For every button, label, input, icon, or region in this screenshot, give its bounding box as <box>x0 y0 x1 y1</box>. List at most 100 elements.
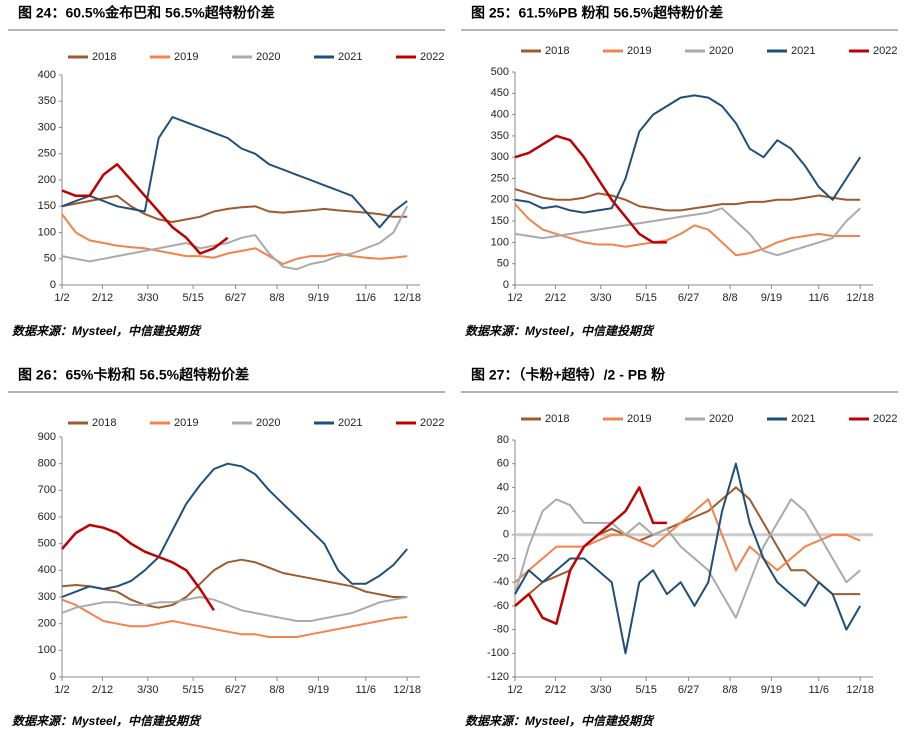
y-tick-label: 200 <box>38 174 56 186</box>
series-line <box>61 598 408 638</box>
y-tick-label: 200 <box>38 618 56 630</box>
legend-label: 2022 <box>420 417 444 429</box>
x-tick-label: 8/8 <box>722 684 737 696</box>
x-tick-label: 3/30 <box>590 684 611 696</box>
y-tick-label: 300 <box>491 151 509 163</box>
y-tick-label: 0 <box>50 671 56 683</box>
legend-label: 2019 <box>627 45 651 57</box>
chart-title: 图 25：61.5%PB 粉和 56.5%超特粉价差 <box>471 5 723 21</box>
x-tick-label: 3/30 <box>137 292 158 304</box>
y-tick-label: -60 <box>493 600 509 612</box>
y-tick-label: 400 <box>38 564 56 576</box>
legend-label: 2020 <box>709 413 733 425</box>
chart-panel: 图 26：65%卡粉和 56.5%超特粉价差数据来源：Mysteel，中信建投期… <box>8 367 445 728</box>
legend-label: 2021 <box>338 417 362 429</box>
y-tick-label: 350 <box>491 130 509 142</box>
x-tick-label: 12/18 <box>846 292 874 304</box>
legend-label: 2021 <box>791 45 815 57</box>
chart-panel: 图 27：（卡粉+超特）/2 - PB 粉数据来源：Mysteel，中信建投期货… <box>461 367 898 728</box>
x-tick-label: 9/19 <box>761 684 782 696</box>
x-tick-label: 5/15 <box>635 292 656 304</box>
y-tick-label: -80 <box>493 624 509 636</box>
legend-label: 2020 <box>256 51 280 63</box>
y-tick-label: 40 <box>497 481 509 493</box>
chart-title: 图 27：（卡粉+超特）/2 - PB 粉 <box>471 367 665 383</box>
y-tick-label: 60 <box>497 458 509 470</box>
x-tick-label: 9/19 <box>761 292 782 304</box>
y-tick-label: 150 <box>38 200 56 212</box>
legend-label: 2019 <box>174 51 198 63</box>
x-tick-label: 2/12 <box>92 684 113 696</box>
x-tick-label: 3/30 <box>137 684 158 696</box>
x-tick-label: 8/8 <box>722 292 737 304</box>
x-tick-label: 9/19 <box>308 292 329 304</box>
y-tick-label: 700 <box>38 484 56 496</box>
y-tick-label: 80 <box>497 434 509 446</box>
x-tick-label: 3/30 <box>590 292 611 304</box>
series-line <box>514 462 862 655</box>
y-tick-label: 20 <box>497 505 509 517</box>
y-tick-label: 500 <box>38 538 56 550</box>
y-tick-label: 350 <box>38 95 56 107</box>
y-tick-label: 900 <box>38 431 56 443</box>
x-tick-label: 11/6 <box>808 292 829 304</box>
y-tick-label: 150 <box>491 215 509 227</box>
source-note: 数据来源：Mysteel，中信建投期货 <box>12 324 202 338</box>
y-tick-label: 200 <box>491 194 509 206</box>
series-line <box>61 205 409 271</box>
x-tick-label: 5/15 <box>182 684 203 696</box>
y-tick-label: 250 <box>491 172 509 184</box>
series-line <box>61 194 408 223</box>
y-tick-label: 400 <box>491 109 509 121</box>
y-tick-label: 0 <box>503 279 509 291</box>
y-tick-label: 300 <box>38 591 56 603</box>
x-tick-label: 1/2 <box>54 292 69 304</box>
y-tick-label: 600 <box>38 511 56 523</box>
x-tick-label: 12/18 <box>393 292 421 304</box>
source-note: 数据来源：Mysteel，中信建投期货 <box>465 324 655 338</box>
x-tick-label: 5/15 <box>182 292 203 304</box>
x-tick-label: 2/12 <box>545 292 566 304</box>
series-line <box>514 207 861 257</box>
series-line <box>61 596 408 622</box>
y-tick-label: 100 <box>38 226 56 238</box>
y-tick-label: 0 <box>50 279 56 291</box>
chart-title: 图 26：65%卡粉和 56.5%超特粉价差 <box>18 367 249 383</box>
x-tick-label: 2/12 <box>92 292 113 304</box>
series-line <box>514 498 861 619</box>
series-line <box>61 558 408 609</box>
legend-label: 2018 <box>92 417 116 429</box>
y-tick-label: -40 <box>493 576 509 588</box>
series-line <box>514 134 667 244</box>
x-tick-label: 9/19 <box>308 684 329 696</box>
series-line <box>514 498 861 583</box>
legend-label: 2021 <box>791 413 815 425</box>
y-tick-label: 100 <box>38 644 56 656</box>
legend-label: 2018 <box>545 413 569 425</box>
series-line <box>61 523 215 611</box>
x-tick-label: 6/27 <box>225 684 246 696</box>
source-note: 数据来源：Mysteel，中信建投期货 <box>465 714 655 728</box>
y-tick-label: 300 <box>38 121 56 133</box>
x-tick-label: 2/12 <box>545 684 566 696</box>
source-note: 数据来源：Mysteel，中信建投期货 <box>12 714 202 728</box>
y-tick-label: 0 <box>503 529 509 541</box>
legend-label: 2022 <box>873 413 897 425</box>
series-line <box>514 486 667 625</box>
chart-title: 图 24：60.5%金布巴和 56.5%超特粉价差 <box>18 5 275 21</box>
y-tick-label: 100 <box>491 236 509 248</box>
x-tick-label: 1/2 <box>507 292 522 304</box>
chart-panel: 图 24：60.5%金布巴和 56.5%超特粉价差数据来源：Mysteel，中信… <box>8 5 445 338</box>
y-tick-label: -100 <box>487 647 509 659</box>
y-tick-label: -120 <box>487 671 509 683</box>
x-tick-label: 1/2 <box>507 684 522 696</box>
legend-label: 2022 <box>420 51 444 63</box>
y-tick-label: 50 <box>497 258 509 270</box>
legend-label: 2018 <box>92 51 116 63</box>
y-tick-label: 500 <box>491 66 509 78</box>
legend-label: 2020 <box>256 417 280 429</box>
x-tick-label: 6/27 <box>678 684 699 696</box>
y-tick-label: 400 <box>38 69 56 81</box>
legend-label: 2019 <box>627 413 651 425</box>
